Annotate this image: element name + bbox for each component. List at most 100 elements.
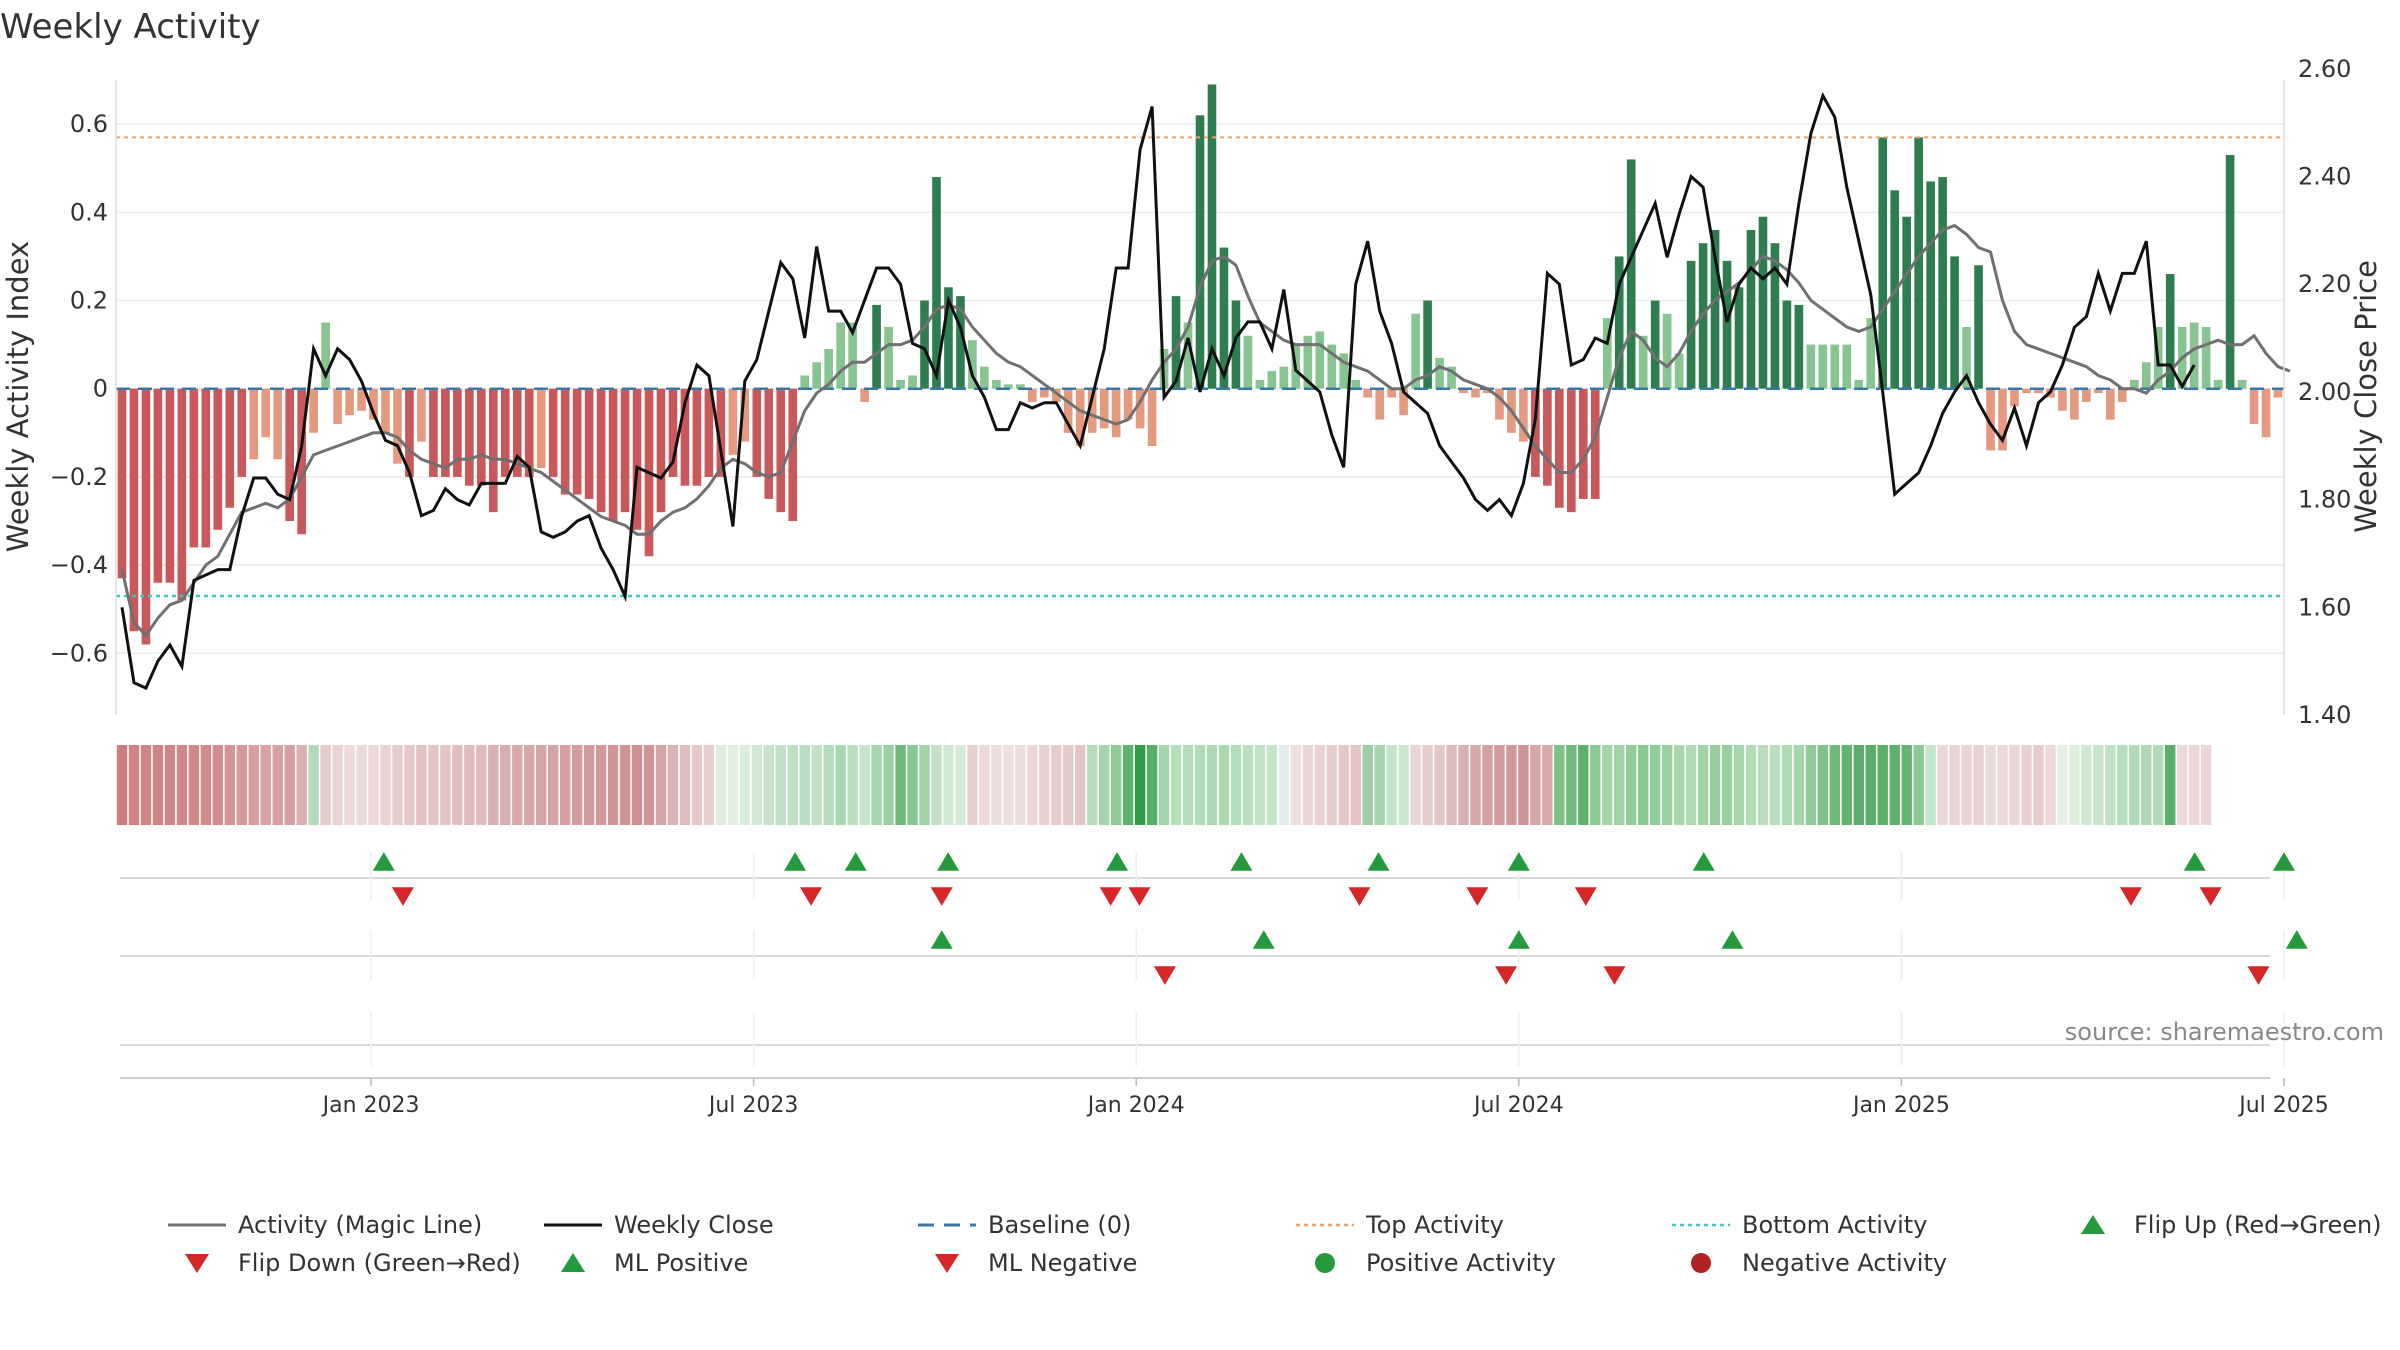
activity-bar: [2165, 274, 2175, 389]
activity-bar: [129, 388, 139, 632]
heat-cell: [2153, 745, 2164, 825]
ml-positive-marker: [1721, 930, 1744, 949]
legend-swatch: [1315, 1253, 1335, 1273]
heat-cell: [380, 745, 391, 825]
activity-bar: [285, 388, 294, 521]
legend-label: Bottom Activity: [1742, 1211, 1927, 1239]
heat-cell: [1422, 745, 1433, 825]
activity-bar: [1746, 229, 1756, 389]
heat-cell: [931, 745, 942, 825]
heat-cell: [991, 745, 1002, 825]
heat-cell: [1578, 745, 1589, 825]
activity-bar: [1950, 256, 1959, 389]
activity-bar: [1111, 388, 1121, 438]
flip-up-marker: [1367, 852, 1390, 871]
activity-bar: [584, 388, 594, 499]
activity-bar: [1327, 344, 1337, 389]
activity-bar: [620, 388, 630, 513]
activity-bar: [1207, 84, 1217, 389]
flip-down-marker: [1574, 887, 1597, 906]
activity-bar: [1638, 335, 1648, 389]
activity-bar: [1183, 322, 1193, 389]
activity-bar: [836, 322, 845, 389]
heat-cell: [1386, 745, 1397, 825]
heat-cell: [1973, 745, 1984, 825]
activity-bar: [752, 388, 762, 477]
heat-cell: [1206, 745, 1218, 825]
activity-bar: [321, 322, 330, 389]
activity-bar: [117, 388, 127, 579]
heat-cell: [1542, 745, 1553, 825]
activity-bar: [477, 388, 486, 486]
heat-cell: [1949, 745, 1960, 825]
activity-bar: [992, 379, 1001, 389]
heat-cell: [488, 745, 499, 825]
heat-cell: [1482, 745, 1493, 825]
heat-cell: [1350, 745, 1361, 825]
y-tick-label: 0.2: [70, 287, 108, 315]
heat-cell: [1146, 745, 1158, 825]
activity-bar: [249, 388, 259, 460]
activity-bar: [956, 296, 965, 389]
activity-bar: [441, 388, 450, 477]
activity-bar: [872, 304, 881, 389]
activity-bar: [1866, 318, 1876, 389]
activity-bar: [345, 388, 354, 416]
activity-bar: [728, 388, 738, 455]
right-y-axis: 1.40 1.60 1.80 2.00 2.20 2.40 2.60: [2283, 55, 2351, 729]
legend-item: Top Activity: [1296, 1211, 1504, 1239]
heat-cell: [536, 745, 547, 825]
heat-cell: [356, 745, 367, 825]
activity-bar: [1351, 379, 1361, 389]
heat-cell: [2188, 745, 2200, 825]
heat-cell: [775, 745, 786, 825]
heat-cell: [1901, 745, 1912, 825]
activity-bar: [1567, 388, 1576, 513]
activity-bar: [656, 388, 666, 513]
y2-tick-label: 1.40: [2298, 701, 2351, 729]
heat-cell: [548, 745, 559, 825]
activity-bar: [393, 388, 402, 464]
legend-item: Negative Activity: [1691, 1249, 1947, 1277]
activity-bar: [261, 388, 271, 438]
heat-cell: [1063, 745, 1074, 825]
activity-bar: [920, 300, 929, 389]
y2-tick-label: 2.40: [2298, 162, 2351, 190]
heat-cell: [1122, 745, 1134, 825]
heat-cell: [1614, 745, 1625, 825]
heat-cell: [1302, 745, 1313, 825]
legend-swatch: [561, 1253, 585, 1272]
activity-bar: [860, 388, 869, 402]
heat-cell: [1051, 745, 1062, 825]
flip-up-marker: [2273, 852, 2295, 871]
activity-bar: [381, 388, 390, 433]
flip-down-marker: [800, 887, 823, 906]
flip-down-marker: [1099, 887, 1122, 906]
heat-cell: [1134, 745, 1146, 825]
flip-up-marker: [784, 852, 807, 871]
legend-item: Baseline (0): [918, 1211, 1131, 1239]
heat-cell: [943, 745, 954, 825]
heat-cell: [1626, 745, 1637, 825]
activity-bar: [1734, 287, 1744, 389]
heat-cell: [128, 745, 140, 825]
activity-bar: [1399, 388, 1408, 416]
activity-bar: [704, 388, 714, 477]
activity-bar: [908, 375, 917, 389]
heat-cell: [1997, 745, 2008, 825]
heat-cell: [595, 745, 607, 825]
heat-cell: [1158, 745, 1170, 825]
heat-cell: [320, 745, 331, 825]
heat-cell: [248, 745, 259, 825]
activity-heat-strip: [116, 745, 2212, 825]
heat-cell: [823, 745, 834, 825]
heat-cell: [116, 745, 128, 825]
heat-cell: [1685, 745, 1697, 825]
heat-cell: [1087, 745, 1098, 825]
legend-label: Flip Down (Green→Red): [238, 1249, 521, 1277]
heat-cell: [1254, 745, 1266, 825]
activity-bar: [1722, 260, 1732, 389]
heat-cell: [260, 745, 271, 825]
y2-tick-label: 2.20: [2298, 270, 2351, 298]
legend-item: ML Negative: [935, 1249, 1137, 1277]
